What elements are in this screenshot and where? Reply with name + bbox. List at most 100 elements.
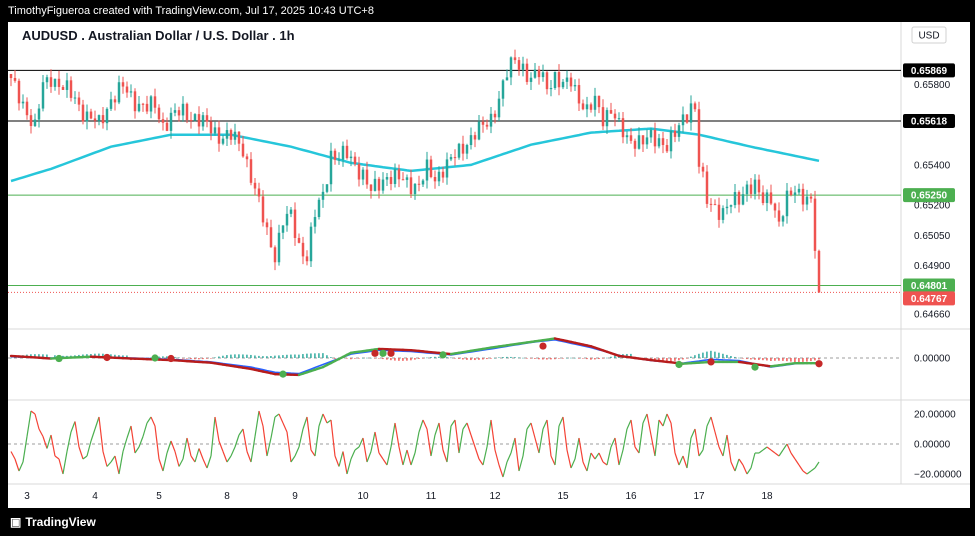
- macd-hist-177: [718, 352, 720, 358]
- candle-184: [745, 180, 749, 202]
- osc-seg-153: [622, 428, 628, 451]
- osc-seg-126: [514, 437, 520, 472]
- macd-hist-137: [558, 358, 560, 359]
- macd-hist-23: [102, 353, 104, 358]
- last-price-text: 0.64767: [911, 294, 948, 305]
- osc-seg-177: [718, 446, 724, 457]
- candle-7: [37, 104, 41, 128]
- macd-hist-148: [602, 358, 604, 359]
- osc-tick-1: 0.00000: [914, 440, 951, 451]
- time-tick-2: 5: [156, 491, 162, 502]
- macd-hist-113: [462, 358, 464, 360]
- candle-142: [577, 78, 581, 111]
- candle-12: [57, 70, 61, 95]
- macd-hist-56: [234, 354, 236, 358]
- time-tick-10: 17: [693, 491, 705, 502]
- macd-hist-145: [590, 358, 592, 360]
- osc-seg-11: [54, 455, 60, 460]
- candle-198: [801, 183, 805, 212]
- macd-hist-174: [706, 351, 708, 358]
- candle-78: [321, 183, 325, 208]
- candle-44: [185, 102, 189, 124]
- candle-11: [53, 78, 57, 91]
- macd-hist-190: [770, 358, 772, 361]
- candle-129: [525, 58, 529, 85]
- osc-seg-9: [46, 434, 52, 449]
- candle-30: [129, 84, 133, 98]
- candle-96: [393, 163, 397, 188]
- candle-100: [409, 169, 413, 199]
- osc-seg-20: [90, 428, 96, 442]
- candle-177: [717, 197, 721, 228]
- candle-34: [145, 95, 149, 115]
- osc-seg-151: [614, 437, 620, 466]
- osc-seg-70: [290, 455, 296, 463]
- candle-70: [289, 207, 293, 218]
- macd-hist-134: [546, 358, 548, 360]
- macd-hist-150: [610, 356, 612, 358]
- oscillator-pane: 20.00000 0.00000 −20.00000: [8, 410, 962, 481]
- candle-174: [705, 165, 709, 208]
- time-tick-8: 15: [557, 491, 569, 502]
- osc-seg-135: [550, 455, 556, 466]
- macd-hist-80: [330, 357, 332, 358]
- osc-seg-87: [358, 437, 364, 448]
- macd-hist-54: [226, 355, 228, 358]
- candle-108: [441, 166, 445, 183]
- osc-seg-111: [454, 419, 460, 454]
- osc-seg-44: [186, 437, 192, 457]
- macd-cross-8: [439, 351, 447, 359]
- candle-55: [229, 128, 233, 145]
- macd-hist-175: [710, 350, 712, 358]
- currency-badge[interactable]: USD: [911, 26, 947, 44]
- candle-168: [681, 106, 685, 133]
- macd-hist-167: [678, 358, 680, 361]
- footer-bar: ▣ TradingView: [0, 508, 975, 536]
- osc-seg-50: [210, 416, 216, 457]
- chart-svg[interactable]: AUDUSD . Australian Dollar / U.S. Dollar…: [8, 22, 970, 508]
- osc-seg-115: [470, 434, 476, 448]
- macd-hist-91: [374, 358, 376, 359]
- macd-hist-85: [350, 358, 352, 360]
- candle-182: [737, 190, 741, 213]
- macd-hist-28: [122, 355, 124, 358]
- osc-seg-72: [298, 428, 304, 448]
- osc-seg-130: [530, 422, 536, 439]
- osc-seg-74: [306, 416, 312, 451]
- candle-73: [301, 236, 305, 265]
- candle-102: [417, 175, 421, 192]
- candle-15: [69, 76, 73, 102]
- candle-126: [513, 49, 517, 64]
- osc-seg-37: [158, 458, 164, 472]
- macd-hist-191: [774, 358, 776, 361]
- osc-seg-60: [250, 436, 256, 463]
- macd-hist-197: [798, 358, 800, 363]
- candle-27: [117, 75, 121, 105]
- osc-seg-148: [602, 461, 608, 466]
- macd-hist-188: [762, 358, 764, 361]
- candle-56: [233, 123, 237, 145]
- macd-hist-126: [514, 357, 516, 358]
- candle-130: [529, 72, 533, 90]
- candle-146: [593, 87, 597, 117]
- macd-hist-45: [190, 358, 192, 360]
- candle-150: [609, 102, 613, 114]
- tradingview-logo[interactable]: ▣ TradingView: [10, 508, 96, 536]
- macd-hist-171: [694, 355, 696, 358]
- macd-hist-186: [754, 358, 756, 360]
- candle-6: [33, 113, 37, 128]
- osc-seg-71: [294, 446, 300, 457]
- osc-seg-201: [814, 461, 820, 469]
- osc-seg-45: [190, 455, 196, 463]
- chart-area[interactable]: AUDUSD . Australian Dollar / U.S. Dollar…: [8, 22, 970, 508]
- candle-59: [245, 153, 249, 168]
- candle-192: [777, 202, 781, 227]
- osc-seg-2: [18, 461, 24, 472]
- osc-seg-182: [738, 458, 744, 466]
- osc-seg-31: [134, 446, 140, 454]
- candle-57: [237, 131, 241, 152]
- macd-hist-117: [478, 358, 480, 360]
- candle-122: [497, 90, 501, 121]
- osc-seg-169: [686, 437, 692, 469]
- osc-seg-146: [594, 452, 600, 460]
